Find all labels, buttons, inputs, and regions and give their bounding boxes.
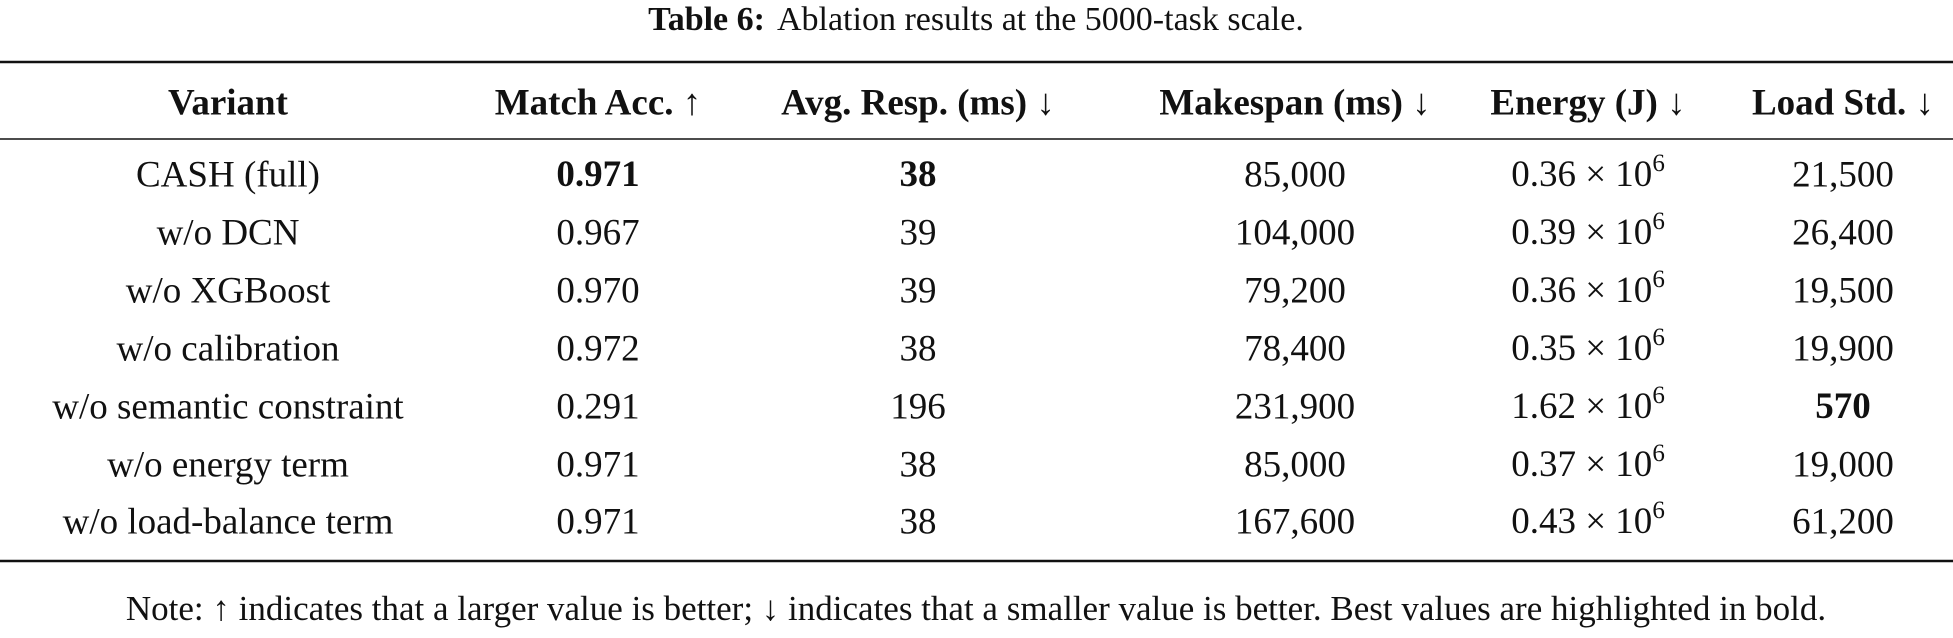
cell: 196 (890, 386, 946, 427)
cell: 0.971 (556, 154, 639, 195)
cell: 39 (900, 270, 937, 311)
variant-name: w/o XGBoost (126, 270, 331, 311)
cell: 570 (1815, 386, 1871, 427)
cell-text: 0.36 × 10 (1511, 270, 1652, 311)
cell-text: 570 (1815, 386, 1871, 427)
superscript: 6 (1652, 440, 1665, 467)
cell: 0.967 (556, 212, 639, 253)
superscript: 6 (1652, 150, 1665, 177)
cell: 1.62 × 106 (1511, 382, 1665, 428)
cell: 38 (900, 154, 937, 195)
cell: 39 (900, 212, 937, 253)
column-header: Makespan (ms) ↓ (1159, 82, 1430, 123)
cell-text: 0.35 × 10 (1511, 328, 1652, 369)
variant-name: w/o semantic constraint (52, 386, 404, 427)
cell-text: 0.36 × 10 (1511, 154, 1652, 195)
cell: 85,000 (1244, 444, 1346, 485)
cell-text: 0.37 × 10 (1511, 444, 1652, 485)
cell: 0.39 × 106 (1511, 208, 1665, 254)
variant-name: w/o energy term (107, 444, 349, 485)
cell: 0.971 (556, 501, 639, 542)
column-header: Variant (168, 82, 289, 123)
column-header: Energy (J) ↓ (1490, 82, 1685, 123)
cell: 0.43 × 106 (1511, 497, 1665, 543)
caption-label: Table 6: (648, 1, 765, 38)
cell: 38 (900, 444, 937, 485)
superscript: 6 (1652, 382, 1665, 409)
cell: 0.972 (556, 328, 639, 369)
cell: 231,900 (1235, 386, 1355, 427)
cell-text: 1.62 × 10 (1511, 386, 1652, 427)
cell: 19,500 (1792, 270, 1894, 311)
column-header: Match Acc. ↑ (495, 82, 702, 123)
superscript: 6 (1652, 208, 1665, 235)
column-header: Load Std. ↓ (1752, 82, 1934, 123)
variant-name: w/o calibration (117, 328, 340, 369)
cell-text: 0.39 × 10 (1511, 212, 1652, 253)
note: Note: ↑ indicates that a larger value is… (126, 589, 1826, 628)
cell: 19,000 (1792, 444, 1894, 485)
column-header: Avg. Resp. (ms) ↓ (781, 82, 1055, 123)
cell: 0.291 (556, 386, 639, 427)
cell-text: 38 (900, 154, 937, 195)
cell: 0.970 (556, 270, 639, 311)
cell: 0.971 (556, 444, 639, 485)
cell: 26,400 (1792, 212, 1894, 253)
cell: 0.37 × 106 (1511, 440, 1665, 486)
cell: 19,900 (1792, 328, 1894, 369)
variant-name: w/o load-balance term (63, 501, 394, 542)
caption: Table 6: Ablation results at the 5000-tas… (648, 1, 1304, 38)
cell: 38 (900, 328, 937, 369)
cell: 85,000 (1244, 154, 1346, 195)
variant-name: w/o DCN (157, 212, 300, 253)
cell: 78,400 (1244, 328, 1346, 369)
variant-name: CASH (full) (136, 154, 320, 195)
cell: 61,200 (1792, 501, 1894, 542)
cell: 21,500 (1792, 154, 1894, 195)
cell-text: 0.43 × 10 (1511, 501, 1652, 542)
cell: 104,000 (1235, 212, 1355, 253)
cell: 0.35 × 106 (1511, 324, 1665, 370)
cell: 79,200 (1244, 270, 1346, 311)
superscript: 6 (1652, 497, 1665, 524)
cell-text: 0.971 (556, 154, 639, 195)
superscript: 6 (1652, 324, 1665, 351)
cell: 167,600 (1235, 501, 1355, 542)
superscript: 6 (1652, 266, 1665, 293)
cell: 0.36 × 106 (1511, 266, 1665, 312)
caption-text: Ablation results at the 5000-task scale. (777, 1, 1304, 38)
cell: 38 (900, 501, 937, 542)
cell: 0.36 × 106 (1511, 150, 1665, 196)
